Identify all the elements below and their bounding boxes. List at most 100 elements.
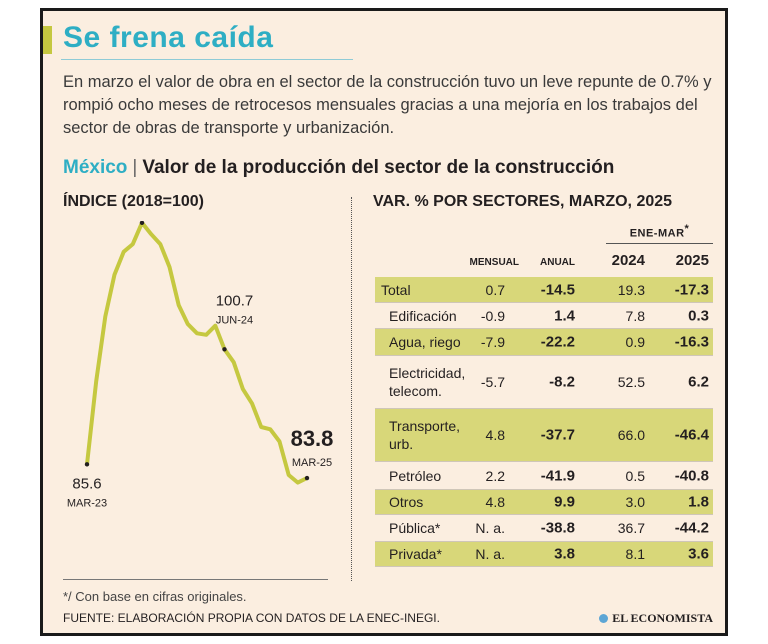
sector-label: Total — [381, 281, 411, 299]
group-header-ene-mar: ENE-MAR* — [606, 223, 713, 240]
header-2024: 2024 — [611, 252, 645, 269]
sector-name: Transporte, — [389, 418, 461, 434]
group-header-rule — [606, 243, 713, 244]
page-title: Se frena caída — [63, 21, 274, 54]
cell-mensual: -5.7 — [480, 374, 505, 390]
cell-2024: 36.7 — [617, 520, 645, 536]
cell-anual: 9.9 — [554, 493, 575, 511]
table-row: Petróleo 2.2 -41.9 0.5 -40.8 — [375, 462, 713, 490]
brand-dot-icon — [599, 614, 609, 623]
header-anual: ANUAL — [540, 257, 575, 268]
cell-2025: 3.6 — [688, 545, 709, 563]
cell-mensual: 2.2 — [485, 467, 505, 484]
cell-2024: 0.5 — [625, 467, 645, 484]
table-row: Electricidad, telecom. -5.7 -8.2 52.5 6.2 — [375, 356, 713, 409]
cell-2025: 0.3 — [688, 307, 709, 324]
table-row: Total 0.7 -14.5 19.3 -17.3 — [375, 277, 713, 303]
table-row: Edificación -0.9 1.4 7.8 0.3 — [375, 303, 713, 329]
header-2025: 2025 — [675, 252, 709, 269]
line-chart: 85.6MAR-23117.3SEP-23100.7JUN-2483.8MAR-… — [67, 221, 334, 509]
header-mensual: MENSUAL — [469, 257, 519, 268]
intro-paragraph: En marzo el valor de obra en el sector d… — [63, 73, 712, 137]
annotation-date: MAR-25 — [292, 457, 332, 469]
chart-subtitle: México | Valor de la producción del sector… — [63, 157, 614, 179]
annotation-date: MAR-23 — [67, 497, 107, 509]
cell-2025: 1.8 — [688, 493, 709, 511]
table-title: VAR. % POR SECTORES, MARZO, 2025 — [373, 193, 673, 210]
sector-name: Electricidad, — [389, 365, 466, 381]
line-chart-title: ÍNDICE (2018=100) — [63, 193, 204, 210]
cell-anual: -22.2 — [540, 333, 575, 351]
sector-name-line2: telecom. — [389, 383, 442, 399]
sector-label: Pública* — [389, 519, 440, 537]
table-row: Pública* N. a. -38.8 36.7 -44.2 — [375, 515, 713, 542]
section-divider — [351, 197, 352, 581]
sector-name: Otros — [389, 494, 424, 510]
cell-2024: 0.9 — [625, 334, 645, 350]
index-series-line — [85, 221, 309, 485]
group-header-label: ENE-MAR — [629, 227, 685, 240]
sector-label: Agua, riego — [389, 333, 461, 351]
sector-label: Otros — [389, 493, 423, 511]
cell-2024: 7.8 — [625, 307, 645, 324]
title-accent-bar — [43, 26, 52, 54]
table-row: Otros 4.8 9.9 3.0 1.8 — [375, 490, 713, 515]
cell-mensual: N. a. — [475, 546, 505, 562]
sector-name: Edificación — [389, 307, 457, 324]
cell-mensual: 4.8 — [485, 494, 505, 510]
cell-2025: -44.2 — [674, 519, 709, 537]
sector-label: Edificación — [389, 307, 457, 325]
cell-mensual: 4.8 — [485, 427, 505, 443]
cell-2025: -16.3 — [674, 333, 709, 351]
sector-label: Petróleo — [389, 467, 441, 485]
annotation-value: 85.6 — [72, 475, 101, 492]
cell-2025: -40.8 — [674, 467, 709, 484]
sector-label: Electricidad, telecom. — [389, 364, 465, 400]
sector-name: Total — [381, 281, 411, 298]
cell-2025: -17.3 — [674, 281, 709, 298]
cell-2024: 19.3 — [617, 281, 645, 298]
source-note: FUENTE: ELABORACIÓN PROPIA CON DATOS DE … — [63, 611, 440, 625]
annotation-value: 83.8 — [291, 426, 334, 451]
cell-anual: -14.5 — [540, 281, 575, 298]
table-row: Privada* N. a. 3.8 8.1 3.6 — [375, 542, 713, 567]
cell-anual: -8.2 — [549, 373, 575, 391]
subtitle-separator: | — [132, 157, 138, 178]
annotation-marker — [222, 347, 227, 352]
table-row: Transporte, urb. 4.8 -37.7 66.0 -46.4 — [375, 409, 713, 462]
footnote-rule — [63, 579, 328, 580]
brand-logo: EL ECONOMISTA — [599, 611, 713, 626]
annotation-marker — [139, 221, 145, 226]
cell-2025: -46.4 — [674, 426, 709, 444]
annotation-date: JUN-24 — [216, 314, 253, 326]
cell-mensual: -7.9 — [480, 334, 505, 350]
cell-2024: 3.0 — [625, 494, 645, 510]
cell-mensual: 0.7 — [485, 281, 505, 298]
cell-mensual: N. a. — [475, 520, 505, 536]
sector-name: Privada* — [389, 546, 442, 562]
cell-anual: -38.8 — [540, 519, 575, 537]
table-row: Agua, riego -7.9 -22.2 0.9 -16.3 — [375, 329, 713, 356]
title-underline — [61, 59, 353, 60]
sector-name: Agua, riego — [389, 334, 461, 350]
footnote: */ Con base en cifras originales. — [63, 589, 247, 604]
sector-name-line2: urb. — [389, 436, 414, 452]
sector-name: Petróleo — [389, 467, 442, 484]
cell-2024: 52.5 — [617, 374, 645, 390]
cell-mensual: -0.9 — [480, 307, 505, 324]
subtitle-country: México — [63, 157, 128, 178]
cell-2024: 66.0 — [617, 427, 645, 443]
table-header-row: MENSUAL ANUAL 2024 2025 — [375, 248, 713, 272]
annotation-value: 100.7 — [216, 292, 254, 309]
cell-2024: 8.1 — [625, 546, 645, 562]
annotation-marker — [304, 475, 310, 481]
brand-name: EL ECONOMISTA — [612, 611, 713, 625]
infographic-frame: Se frena caída En marzo el valor de obra… — [40, 8, 728, 636]
cell-anual: -41.9 — [540, 467, 575, 484]
cell-anual: 1.4 — [554, 307, 575, 324]
sector-name: Pública* — [389, 520, 441, 536]
sector-label: Transporte, urb. — [389, 417, 460, 453]
table-body: Total 0.7 -14.5 19.3 -17.3 Edificación -0.9 1.4… — [375, 277, 713, 567]
cell-anual: -37.7 — [540, 426, 575, 444]
cell-anual: 3.8 — [554, 545, 575, 563]
